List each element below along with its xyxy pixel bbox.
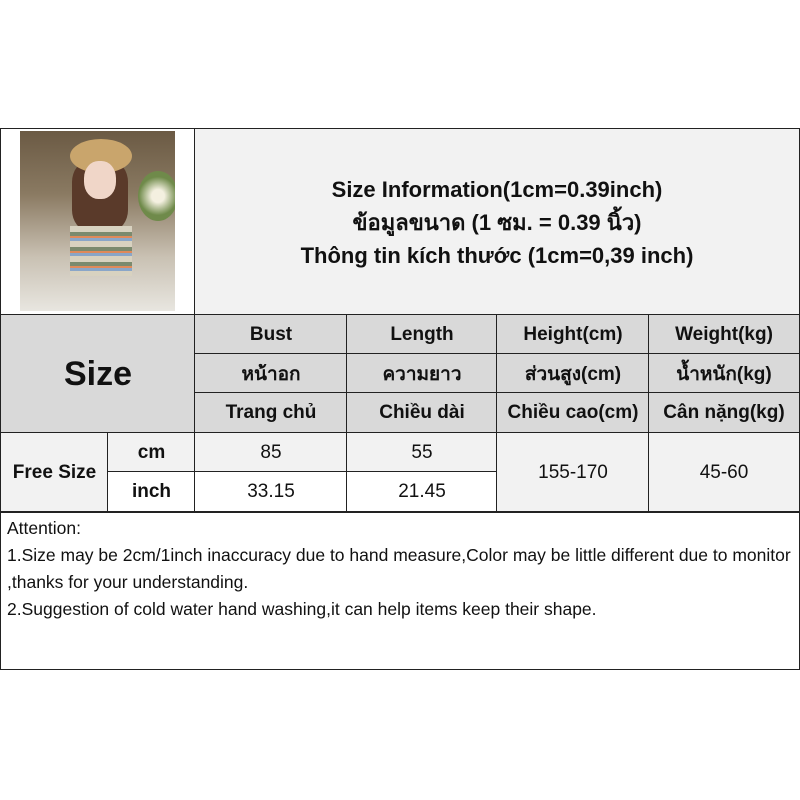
weight-vi: Cân nặng(kg) bbox=[648, 392, 800, 434]
title-th: ข้อมูลขนาด (1 ซม. = 0.39 นิ้ว) bbox=[352, 209, 642, 235]
attention-heading: Attention: bbox=[7, 518, 81, 538]
bust-th: หน้าอก bbox=[194, 353, 348, 394]
size-header: Size bbox=[0, 314, 196, 434]
product-photo bbox=[20, 131, 175, 311]
bust-vi: Trang chủ bbox=[194, 392, 348, 434]
height-vi: Chiều cao(cm) bbox=[496, 392, 650, 434]
title-en: Size Information(1cm=0.39inch) bbox=[331, 176, 663, 202]
title-cell: Size Information(1cm=0.39inch) ข้อมูลขนา… bbox=[194, 128, 800, 316]
bust-en: Bust bbox=[194, 314, 348, 355]
length-th: ความยาว bbox=[346, 353, 498, 394]
cm-label: cm bbox=[107, 432, 196, 473]
height-th: ส่วนสูง(cm) bbox=[496, 353, 650, 394]
weight-en: Weight(kg) bbox=[648, 314, 800, 355]
bust-cm: 85 bbox=[194, 432, 348, 473]
attention-notes: Attention: 1.Size may be 2cm/1inch inacc… bbox=[0, 511, 800, 670]
length-en: Length bbox=[346, 314, 498, 355]
height-value: 155-170 bbox=[496, 432, 650, 513]
bust-inch: 33.15 bbox=[194, 471, 348, 513]
length-vi: Chiều dài bbox=[346, 392, 498, 434]
weight-th: น้ำหนัก(kg) bbox=[648, 353, 800, 394]
free-size-label: Free Size bbox=[0, 432, 109, 513]
attention-note-1: 1.Size may be 2cm/1inch inaccuracy due t… bbox=[7, 545, 791, 592]
length-inch: 21.45 bbox=[346, 471, 498, 513]
inch-label: inch bbox=[107, 471, 196, 513]
weight-value: 45-60 bbox=[648, 432, 800, 513]
attention-note-2: 2.Suggestion of cold water hand washing,… bbox=[7, 599, 597, 619]
length-cm: 55 bbox=[346, 432, 498, 473]
title-vi: Thông tin kích thước (1cm=0,39 inch) bbox=[300, 242, 694, 268]
height-en: Height(cm) bbox=[496, 314, 650, 355]
